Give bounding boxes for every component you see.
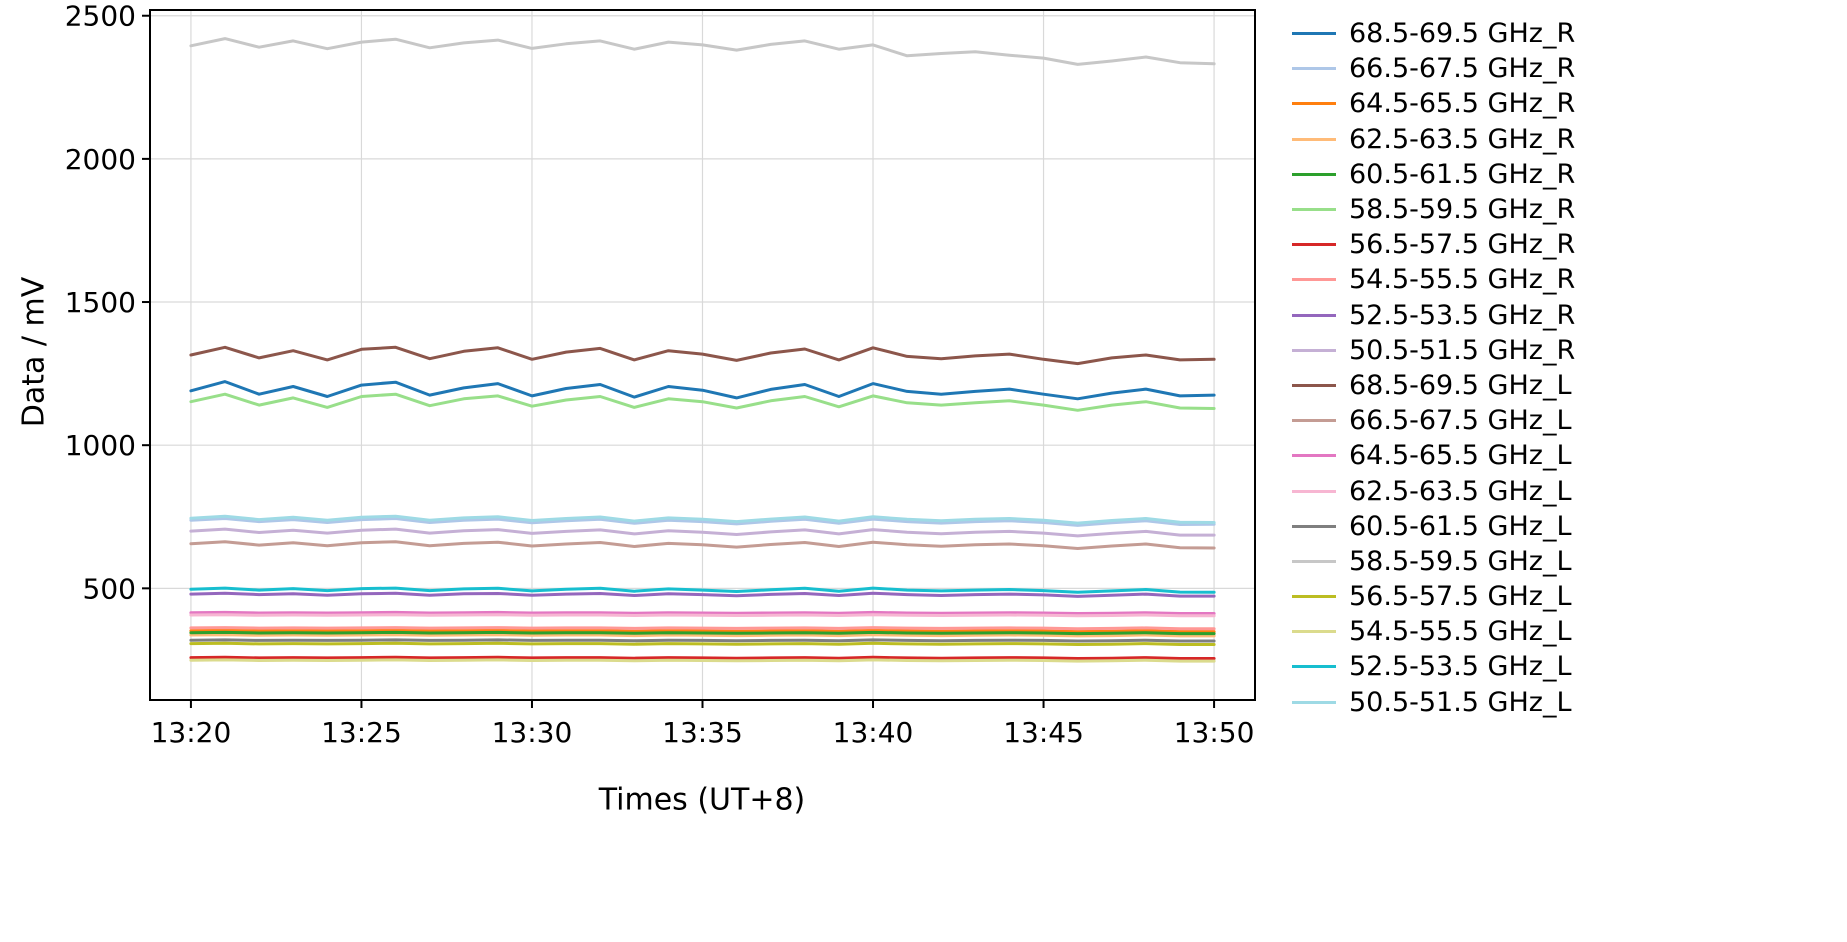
series-line-54.5-55.5 GHz_R: [189, 626, 1216, 631]
legend-item: 60.5-61.5 GHz_L: [1292, 509, 1575, 544]
series-line-56.5-57.5 GHz_L: [189, 641, 1216, 646]
legend-label: 64.5-65.5 GHz_L: [1349, 440, 1572, 472]
x-axis-title: Times (UT+8): [598, 782, 806, 818]
y-tick-label: 1000: [65, 429, 136, 462]
legend-item: 56.5-57.5 GHz_L: [1292, 579, 1575, 614]
x-tick-label: 13:20: [151, 716, 232, 749]
x-tick-label: 13:50: [1174, 716, 1255, 749]
legend-item: 66.5-67.5 GHz_R: [1292, 51, 1575, 86]
legend-item: 54.5-55.5 GHz_L: [1292, 614, 1575, 649]
legend-item: 58.5-59.5 GHz_R: [1292, 192, 1575, 227]
legend-item: 62.5-63.5 GHz_L: [1292, 473, 1575, 508]
legend-label: 50.5-51.5 GHz_R: [1349, 334, 1576, 366]
series-line-62.5-63.5 GHz_R: [189, 633, 1216, 638]
legend-item: 52.5-53.5 GHz_L: [1292, 649, 1575, 684]
legend-item: 50.5-51.5 GHz_R: [1292, 333, 1575, 368]
legend-item: 56.5-57.5 GHz_R: [1292, 227, 1575, 262]
legend-label: 68.5-69.5 GHz_L: [1349, 369, 1572, 401]
x-tick-label: 13:45: [1003, 716, 1084, 749]
legend-label: 50.5-51.5 GHz_L: [1349, 686, 1572, 718]
legend: 68.5-69.5 GHz_R 66.5-67.5 GHz_R 64.5-65.5 …: [1292, 16, 1575, 720]
legend-swatch-line: [1292, 524, 1336, 528]
y-axis-title: Data / mV: [16, 276, 52, 428]
legend-swatch-line: [1292, 67, 1336, 71]
x-tick-label: 13:25: [321, 716, 402, 749]
legend-swatch-line: [1292, 243, 1336, 247]
series-line-68.5-69.5 GHz_L: [189, 345, 1216, 366]
legend-swatch-line: [1292, 278, 1336, 282]
legend-label: 66.5-67.5 GHz_L: [1349, 405, 1572, 437]
legend-label: 66.5-67.5 GHz_R: [1349, 53, 1576, 85]
series-line-50.5-51.5 GHz_R: [189, 527, 1216, 538]
series-line-54.5-55.5 GHz_L: [189, 658, 1216, 663]
y-tick-label: 2000: [65, 143, 136, 176]
legend-item: 64.5-65.5 GHz_L: [1292, 438, 1575, 473]
series-line-58.5-59.5 GHz_L: [189, 37, 1216, 66]
legend-swatch-line: [1292, 172, 1336, 176]
x-tick-label: 13:30: [492, 716, 573, 749]
series-line-60.5-61.5 GHz_L: [189, 638, 1216, 643]
series-line-64.5-65.5 GHz_L: [189, 610, 1216, 615]
series-line-56.5-57.5 GHz_R: [189, 655, 1216, 660]
legend-swatch-line: [1292, 102, 1336, 106]
x-tick-label: 13:40: [833, 716, 914, 749]
legend-label: 54.5-55.5 GHz_L: [1349, 616, 1572, 648]
legend-swatch-line: [1292, 383, 1336, 387]
legend-swatch-line: [1292, 595, 1336, 599]
legend-label: 56.5-57.5 GHz_L: [1349, 581, 1572, 613]
series-line-66.5-67.5 GHz_R: [189, 517, 1216, 527]
legend-item: 66.5-67.5 GHz_L: [1292, 403, 1575, 438]
legend-label: 62.5-63.5 GHz_L: [1349, 475, 1572, 507]
legend-swatch-line: [1292, 630, 1336, 634]
legend-item: 62.5-63.5 GHz_R: [1292, 122, 1575, 157]
legend-swatch-line: [1292, 700, 1336, 704]
legend-swatch-line: [1292, 32, 1336, 36]
series-line-68.5-69.5 GHz_R: [189, 380, 1216, 401]
legend-swatch-line: [1292, 489, 1336, 493]
legend-swatch-line: [1292, 348, 1336, 352]
legend-swatch-line: [1292, 454, 1336, 458]
series-line-52.5-53.5 GHz_L: [189, 586, 1216, 594]
legend-label: 64.5-65.5 GHz_R: [1349, 88, 1576, 120]
y-tick-label: 1500: [65, 286, 136, 319]
series-line-64.5-65.5 GHz_R: [189, 628, 1216, 634]
legend-swatch-line: [1292, 665, 1336, 669]
legend-item: 50.5-51.5 GHz_L: [1292, 685, 1575, 720]
legend-label: 52.5-53.5 GHz_R: [1349, 299, 1576, 331]
legend-swatch-line: [1292, 208, 1336, 212]
legend-label: 58.5-59.5 GHz_R: [1349, 194, 1576, 226]
series-line-66.5-67.5 GHz_L: [189, 540, 1216, 550]
legend-item: 68.5-69.5 GHz_R: [1292, 16, 1575, 51]
legend-label: 54.5-55.5 GHz_R: [1349, 264, 1576, 296]
series-line-50.5-51.5 GHz_L: [189, 514, 1216, 525]
legend-item: 52.5-53.5 GHz_R: [1292, 298, 1575, 333]
legend-label: 62.5-63.5 GHz_R: [1349, 123, 1576, 155]
legend-item: 68.5-69.5 GHz_L: [1292, 368, 1575, 403]
legend-label: 68.5-69.5 GHz_R: [1349, 18, 1576, 50]
legend-label: 52.5-53.5 GHz_L: [1349, 651, 1572, 683]
y-tick-label: 2500: [65, 0, 136, 33]
legend-swatch-line: [1292, 313, 1336, 317]
legend-item: 54.5-55.5 GHz_R: [1292, 262, 1575, 297]
legend-item: 60.5-61.5 GHz_R: [1292, 157, 1575, 192]
series-line-62.5-63.5 GHz_L: [189, 613, 1216, 618]
series-line-60.5-61.5 GHz_R: [189, 630, 1216, 636]
legend-item: 58.5-59.5 GHz_L: [1292, 544, 1575, 579]
legend-label: 60.5-61.5 GHz_R: [1349, 158, 1576, 190]
legend-swatch-line: [1292, 419, 1336, 423]
legend-label: 60.5-61.5 GHz_L: [1349, 510, 1572, 542]
y-tick-label: 500: [83, 572, 136, 605]
legend-swatch-line: [1292, 559, 1336, 563]
series-line-58.5-59.5 GHz_R: [189, 392, 1216, 412]
legend-item: 64.5-65.5 GHz_R: [1292, 86, 1575, 121]
series-line-52.5-53.5 GHz_R: [189, 591, 1216, 598]
legend-label: 58.5-59.5 GHz_L: [1349, 545, 1572, 577]
legend-label: 56.5-57.5 GHz_R: [1349, 229, 1576, 261]
x-tick-label: 13:35: [662, 716, 743, 749]
legend-swatch-line: [1292, 137, 1336, 141]
